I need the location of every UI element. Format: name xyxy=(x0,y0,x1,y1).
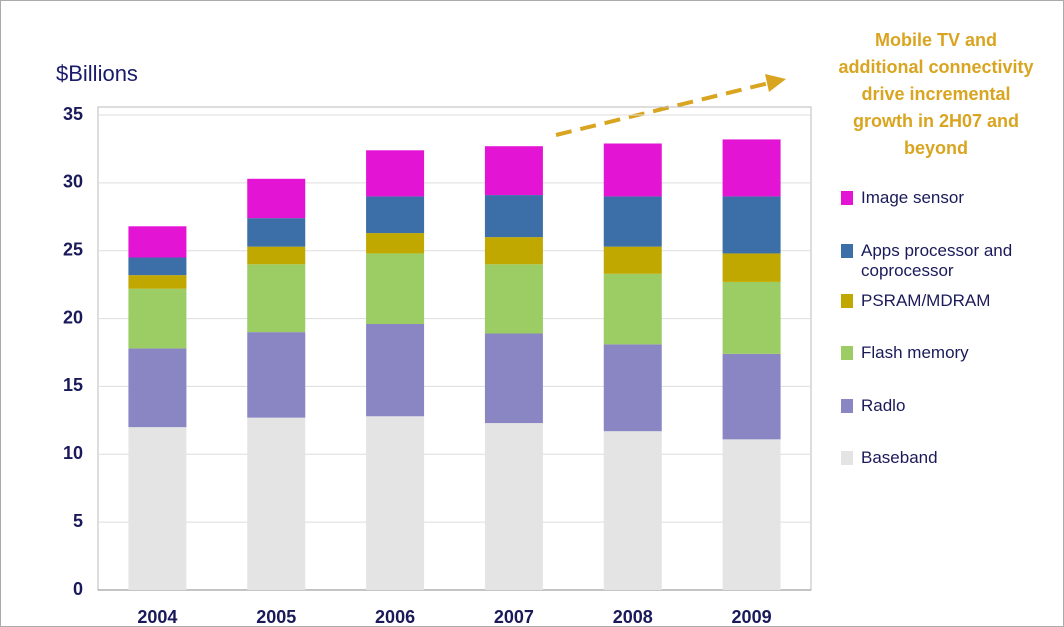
legend-item: Flash memory xyxy=(841,343,1061,363)
bar-segment xyxy=(722,353,781,440)
legend-swatch xyxy=(841,191,853,205)
bar-segment xyxy=(722,439,781,590)
bar-segment xyxy=(128,257,187,276)
x-tick-label: 2007 xyxy=(494,607,534,627)
y-tick-label: 30 xyxy=(63,172,83,192)
bar-segment xyxy=(603,273,662,345)
annotation: growth in 2H07 and xyxy=(853,111,1019,131)
arrow-head xyxy=(765,74,786,92)
legend-label: Apps processor and coprocessor xyxy=(861,241,1013,280)
legend-item: Radlo xyxy=(841,396,1061,416)
bar-segment xyxy=(722,139,781,197)
y-tick-label: 20 xyxy=(63,307,83,327)
bar-segment xyxy=(484,195,543,238)
x-tick-label: 2006 xyxy=(375,607,415,627)
bar-segment xyxy=(366,324,425,417)
bar-segment xyxy=(484,423,543,590)
bar-segment xyxy=(603,344,662,432)
bar-segment xyxy=(128,275,187,289)
legend-label: Image sensor xyxy=(861,188,964,207)
legend-swatch xyxy=(841,346,853,360)
bar-segment xyxy=(722,196,781,254)
bar-segment xyxy=(128,288,187,349)
bar-segment xyxy=(247,178,306,219)
plot-frame xyxy=(97,106,812,591)
legend-item: Baseband xyxy=(841,448,1061,468)
legend-item: PSRAM/MDRAM xyxy=(841,291,1061,311)
legend-item: Apps processor and coprocessor xyxy=(841,241,1061,281)
bar-segment xyxy=(128,226,187,258)
bar-segment xyxy=(603,431,662,590)
x-tick-label: 2009 xyxy=(732,607,772,627)
bar-segment xyxy=(247,264,306,333)
bar-segment xyxy=(247,218,306,247)
y-tick-label: 10 xyxy=(63,443,83,463)
legend-label: Flash memory xyxy=(861,343,969,362)
bar-segment xyxy=(484,264,543,334)
y-axis-label: $Billions xyxy=(56,61,138,86)
bar-segment xyxy=(366,233,425,254)
bar-segment xyxy=(484,333,543,424)
x-tick-label: 2004 xyxy=(137,607,177,627)
bar-segment xyxy=(366,150,425,197)
y-tick-label: 35 xyxy=(63,104,83,124)
bar-segment xyxy=(247,246,306,265)
bar-segment xyxy=(603,196,662,247)
legend-item: Image sensor xyxy=(841,188,1061,208)
x-tick-label: 2005 xyxy=(256,607,296,627)
y-tick-label: 0 xyxy=(73,579,83,599)
legend-swatch xyxy=(841,399,853,413)
annotation-arrow xyxy=(555,81,770,137)
bar-segment xyxy=(128,427,187,590)
bar-segment xyxy=(484,237,543,265)
legend-swatch xyxy=(841,294,853,308)
annotation: additional connectivity xyxy=(838,57,1033,77)
x-tick-label: 2008 xyxy=(613,607,653,627)
annotation: drive incremental xyxy=(861,84,1010,104)
bar-segment xyxy=(722,281,781,354)
bar-segment xyxy=(247,417,306,590)
legend-swatch xyxy=(841,451,853,465)
y-tick-label: 25 xyxy=(63,239,83,259)
bar-segment xyxy=(603,143,662,197)
y-tick-label: 5 xyxy=(73,511,83,531)
legend-swatch xyxy=(841,244,853,258)
bar-segment xyxy=(247,332,306,418)
bar-segment xyxy=(366,196,425,234)
bar-segment xyxy=(366,416,425,590)
legend-label: Radlo xyxy=(861,396,906,415)
bar-segment xyxy=(722,253,781,282)
bar-segment xyxy=(484,146,543,196)
legend-label: Baseband xyxy=(861,448,938,467)
legend-label: PSRAM/MDRAM xyxy=(861,291,991,310)
bar-segment xyxy=(603,246,662,274)
bar-segment xyxy=(366,253,425,324)
bar-segment xyxy=(128,348,187,428)
y-tick-label: 15 xyxy=(63,375,83,395)
annotation: Mobile TV and xyxy=(875,30,997,50)
annotation: beyond xyxy=(904,138,968,158)
